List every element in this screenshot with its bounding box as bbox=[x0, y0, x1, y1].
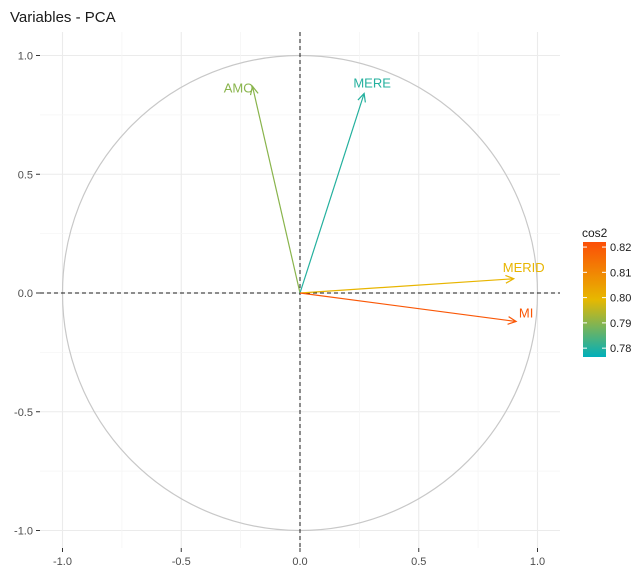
chart-title: Variables - PCA bbox=[10, 9, 116, 26]
cos2-legend: cos2 0.82 0.81 0.80 0.79 0.78 bbox=[582, 226, 631, 357]
arrow-head bbox=[249, 85, 259, 96]
arrow-line bbox=[251, 86, 301, 294]
tick-labels: -1.0 -0.5 0.0 0.5 1.0 -1.0 -0.5 0.0 0.5 1.0 bbox=[14, 51, 545, 569]
arrow-line bbox=[299, 93, 365, 294]
variable-label: MERE bbox=[353, 76, 391, 91]
variable-mi: MI bbox=[299, 292, 533, 325]
variable-mere: MERE bbox=[299, 76, 391, 294]
x-tick-label: 0.5 bbox=[411, 556, 426, 568]
legend-tick-label: 0.81 bbox=[610, 267, 631, 279]
variable-label: MERID bbox=[503, 260, 545, 275]
legend-title: cos2 bbox=[582, 226, 608, 240]
legend-colorbar bbox=[583, 242, 606, 357]
legend-tick-label: 0.82 bbox=[610, 242, 631, 254]
arrow-head bbox=[507, 316, 518, 325]
variable-label: MI bbox=[519, 306, 533, 321]
legend-tick-label: 0.78 bbox=[610, 343, 631, 355]
legend-ticks: 0.82 0.81 0.80 0.79 0.78 bbox=[583, 242, 631, 355]
x-tick-label: -1.0 bbox=[53, 556, 72, 568]
x-tick-label: 1.0 bbox=[530, 556, 545, 568]
x-tick-label: -0.5 bbox=[172, 556, 191, 568]
arrow-line bbox=[299, 278, 514, 294]
legend-tick-label: 0.80 bbox=[610, 293, 631, 305]
variable-label: AMO bbox=[224, 80, 254, 95]
arrow-head bbox=[505, 274, 516, 284]
y-tick-label: 1.0 bbox=[18, 51, 33, 63]
arrow-line bbox=[299, 292, 517, 323]
y-tick-label: 0.0 bbox=[18, 288, 33, 300]
y-tick-label: -1.0 bbox=[14, 526, 33, 538]
y-tick-label: 0.5 bbox=[18, 169, 33, 181]
legend-tick-label: 0.79 bbox=[610, 318, 631, 330]
variable-arrows: AMO MERE MERID MI bbox=[224, 76, 545, 325]
arrow-head bbox=[357, 92, 366, 103]
x-tick-label: 0.0 bbox=[292, 556, 307, 568]
variable-merid: MERID bbox=[299, 260, 545, 294]
y-tick-label: -0.5 bbox=[14, 407, 33, 419]
variable-amo: AMO bbox=[224, 80, 301, 294]
